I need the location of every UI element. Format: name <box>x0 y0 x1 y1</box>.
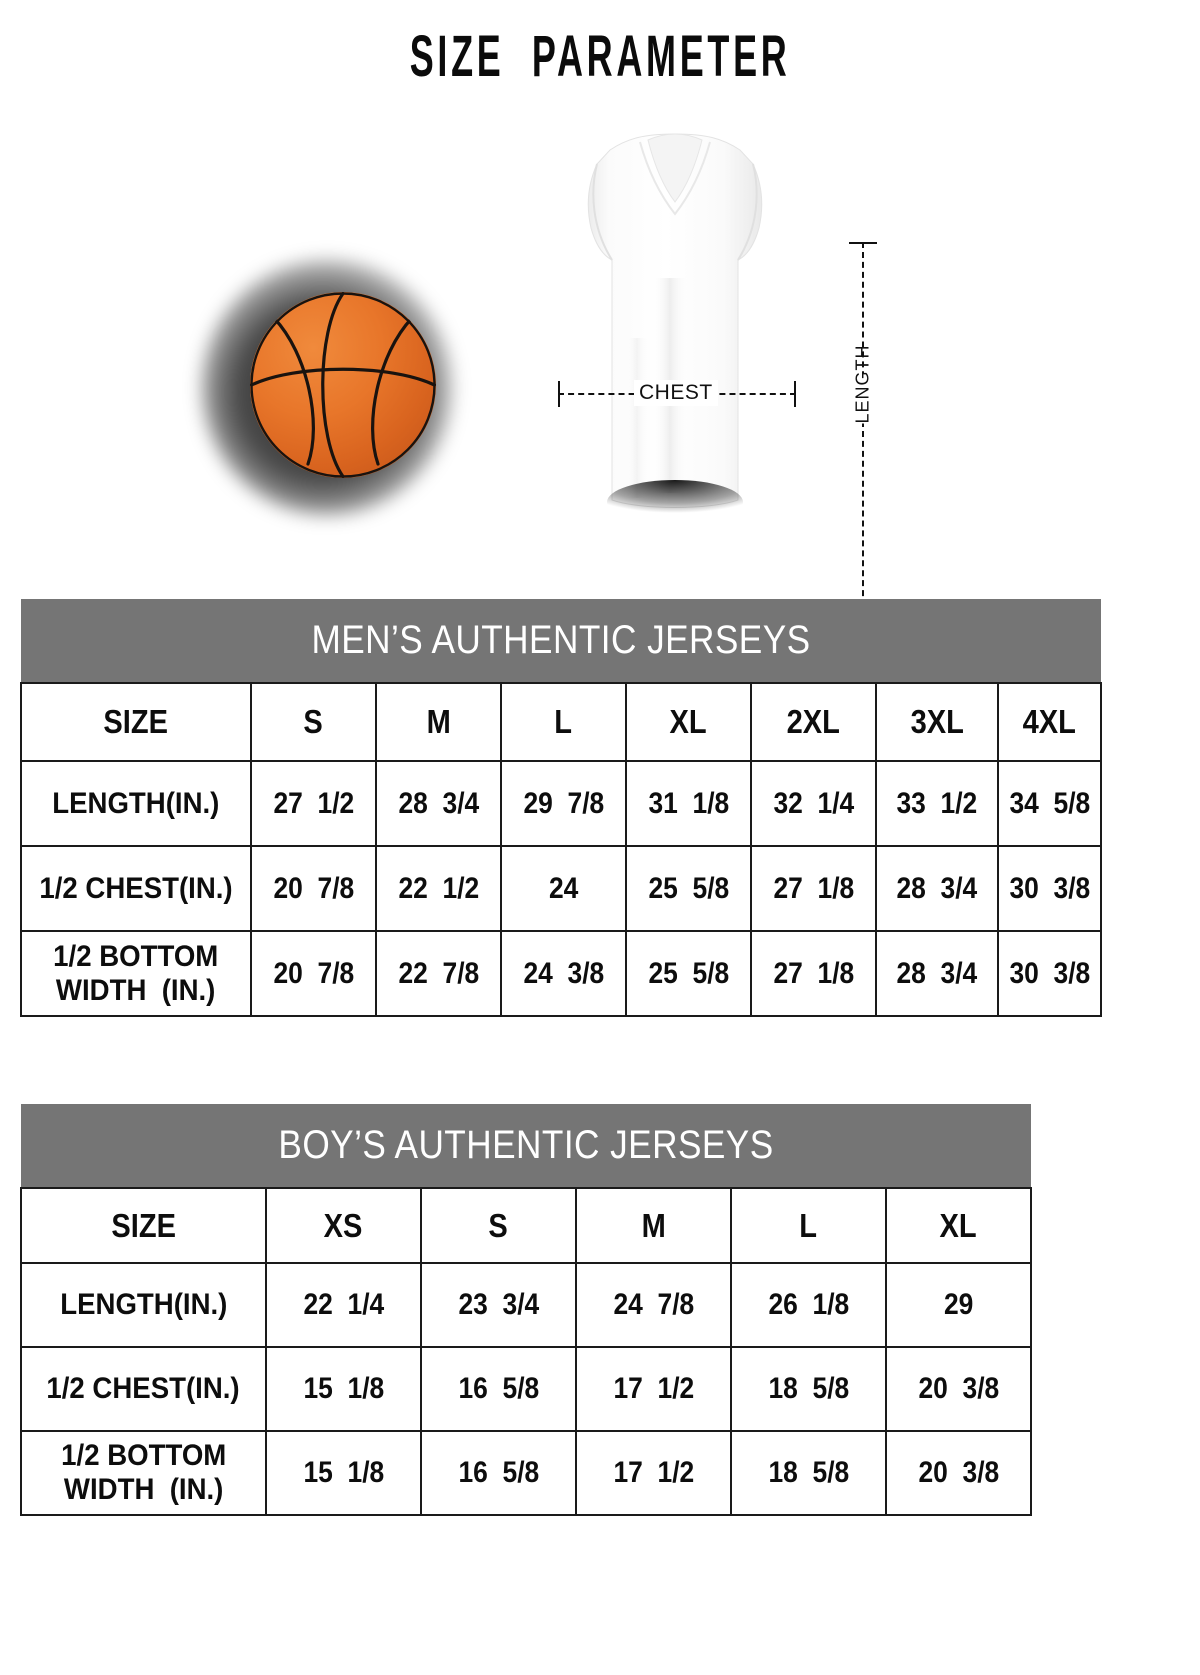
basketball-graphic <box>202 260 458 515</box>
page-title: SIZE PARAMETER <box>409 24 791 89</box>
boys-col-xl: XL <box>884 1187 1033 1264</box>
mens-table-title-row: MEN’S AUTHENTIC JERSEYS <box>21 599 1102 683</box>
mens-col-l-label: L <box>554 703 573 740</box>
table-cell: 27 1/2 <box>250 760 377 847</box>
mens-col-4xl-label: 4XL <box>1022 703 1077 740</box>
boys-col-xl-label: XL <box>939 1206 978 1244</box>
table-cell: 15 1/8 <box>265 1346 422 1432</box>
table-cell: 20 3/8 <box>884 1430 1033 1516</box>
table-cell: 28 3/4 <box>875 845 999 932</box>
mens-col-m: M <box>375 682 502 762</box>
page-title-wrapper: SIZE PARAMETER <box>0 28 1200 86</box>
mens-header-row: SIZE S M L XL 2XL 3XL 4XL <box>20 682 1103 762</box>
table-cell: 31 1/8 <box>625 760 752 847</box>
table-cell: 16 5/8 <box>420 1430 577 1516</box>
table-cell: 15 1/8 <box>265 1430 422 1516</box>
table-cell: 16 5/8 <box>420 1346 577 1432</box>
mens-row-chest-label: 1/2 CHEST(IN.) <box>20 845 252 932</box>
table-cell: 22 1/2 <box>375 845 502 932</box>
table-cell: 20 7/8 <box>250 930 377 1017</box>
boys-col-m-label: M <box>641 1206 666 1244</box>
mens-col-xl-label: XL <box>669 703 708 740</box>
boys-col-s: S <box>420 1187 577 1264</box>
boys-table-title-row: BOY’S AUTHENTIC JERSEYS <box>21 1104 1032 1188</box>
boys-header-row: SIZE XS S M L XL <box>20 1187 1033 1264</box>
table-cell: 30 3/8 <box>996 845 1103 932</box>
mens-col-4xl: 4XL <box>996 682 1103 762</box>
table-cell: 32 1/4 <box>750 760 877 847</box>
table-row: 1/2 BOTTOM WIDTH (IN.) 20 7/8 22 7/8 24 … <box>20 930 1103 1017</box>
table-cell: 33 1/2 <box>875 760 999 847</box>
mens-col-3xl-label: 3XL <box>910 703 964 740</box>
table-cell: 29 7/8 <box>500 760 627 847</box>
table-row: 1/2 CHEST(IN.) 15 1/8 16 5/8 17 1/2 18 5… <box>20 1346 1033 1432</box>
mens-col-xl: XL <box>625 682 752 762</box>
mens-table-title: MEN’S AUTHENTIC JERSEYS <box>311 618 811 662</box>
length-dimension-label: LENGTH <box>846 344 880 424</box>
mens-row-bottomwidth-label: 1/2 BOTTOM WIDTH (IN.) <box>20 930 252 1017</box>
boys-col-m: M <box>575 1187 732 1264</box>
mens-col-s: S <box>250 682 377 762</box>
boys-col-l-label: L <box>799 1206 818 1244</box>
table-cell: 22 1/4 <box>265 1262 422 1348</box>
boys-row-chest-label: 1/2 CHEST(IN.) <box>20 1346 267 1432</box>
mens-col-2xl-label: 2XL <box>786 703 841 740</box>
table-cell: 27 1/8 <box>750 845 877 932</box>
boys-col-xs-label: XS <box>324 1206 363 1244</box>
table-cell: 28 3/4 <box>375 760 502 847</box>
table-cell: 18 5/8 <box>730 1430 887 1516</box>
table-cell: 18 5/8 <box>730 1346 887 1432</box>
table-cell: 17 1/2 <box>575 1430 732 1516</box>
mens-col-size: SIZE <box>20 682 252 762</box>
length-dimension-line <box>862 242 864 616</box>
mens-table-title-cell: MEN’S AUTHENTIC JERSEYS <box>21 599 1102 683</box>
mens-col-l: L <box>500 682 627 762</box>
table-cell: 25 5/8 <box>625 930 752 1017</box>
boys-col-s-label: S <box>488 1206 509 1244</box>
illustration-area: CHEST LENGTH <box>0 110 1200 616</box>
boys-row-length-label: LENGTH(IN.) <box>20 1262 267 1348</box>
chest-dimension-label: CHEST <box>634 380 718 406</box>
table-cell: 24 <box>500 845 627 932</box>
boys-col-l: L <box>730 1187 887 1264</box>
mens-size-table: MEN’S AUTHENTIC JERSEYS SIZE S M L XL 2X… <box>20 599 1103 1017</box>
table-cell: 27 1/8 <box>750 930 877 1017</box>
boys-table-title: BOY’S AUTHENTIC JERSEYS <box>278 1123 774 1167</box>
table-row: LENGTH(IN.) 22 1/4 23 3/4 24 7/8 26 1/8 … <box>20 1262 1033 1348</box>
boys-row-bottomwidth-label: 1/2 BOTTOM WIDTH (IN.) <box>20 1430 267 1516</box>
table-cell: 22 7/8 <box>375 930 502 1017</box>
table-cell: 20 7/8 <box>250 845 377 932</box>
boys-col-size: SIZE <box>20 1187 267 1264</box>
table-row: 1/2 BOTTOM WIDTH (IN.) 15 1/8 16 5/8 17 … <box>20 1430 1033 1516</box>
table-cell: 24 7/8 <box>575 1262 732 1348</box>
table-cell: 28 3/4 <box>875 930 999 1017</box>
basketball-icon <box>250 292 436 478</box>
table-cell: 34 5/8 <box>996 760 1103 847</box>
table-cell: 29 <box>884 1262 1033 1348</box>
table-cell: 30 3/8 <box>996 930 1103 1017</box>
mens-col-3xl: 3XL <box>875 682 999 762</box>
boys-table-title-cell: BOY’S AUTHENTIC JERSEYS <box>21 1104 1032 1188</box>
jersey-graphic <box>540 128 810 528</box>
mens-col-s-label: S <box>303 703 324 740</box>
table-cell: 26 1/8 <box>730 1262 887 1348</box>
boys-col-xs: XS <box>265 1187 422 1264</box>
table-row: 1/2 CHEST(IN.) 20 7/8 22 1/2 24 25 5/8 2… <box>20 845 1103 932</box>
boys-size-table: BOY’S AUTHENTIC JERSEYS SIZE XS S M L XL… <box>20 1104 1033 1516</box>
table-cell: 20 3/8 <box>884 1346 1033 1432</box>
table-cell: 24 3/8 <box>500 930 627 1017</box>
mens-col-m-label: M <box>426 703 451 740</box>
table-row: LENGTH(IN.) 27 1/2 28 3/4 29 7/8 31 1/8 … <box>20 760 1103 847</box>
mens-col-size-label: SIZE <box>103 703 169 740</box>
mens-row-length-label: LENGTH(IN.) <box>20 760 252 847</box>
table-cell: 23 3/4 <box>420 1262 577 1348</box>
table-cell: 25 5/8 <box>625 845 752 932</box>
boys-col-size-label: SIZE <box>111 1206 176 1244</box>
mens-col-2xl: 2XL <box>750 682 877 762</box>
table-cell: 17 1/2 <box>575 1346 732 1432</box>
